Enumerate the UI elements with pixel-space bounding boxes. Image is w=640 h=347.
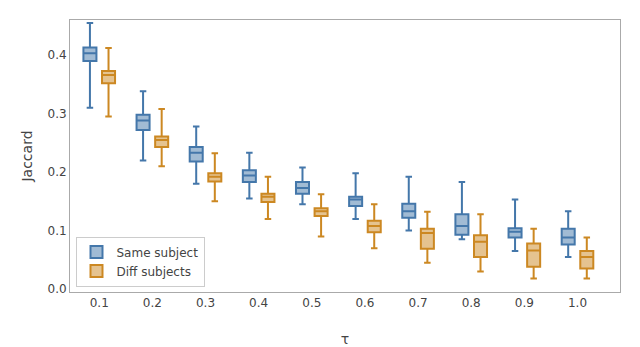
svg-text:0.3: 0.3 [48,107,67,121]
svg-text:0.0: 0.0 [48,282,67,296]
svg-text:0.7: 0.7 [409,296,428,310]
svg-text:0.9: 0.9 [515,296,534,310]
svg-text:0.1: 0.1 [48,224,67,238]
svg-text:Diff subjects: Diff subjects [117,265,191,279]
svg-text:Jaccard: Jaccard [19,130,35,182]
svg-text:0.6: 0.6 [355,296,374,310]
svg-text:Same subject: Same subject [117,246,199,260]
svg-text:0.8: 0.8 [462,296,481,310]
svg-text:0.1: 0.1 [90,296,109,310]
svg-text:0.3: 0.3 [196,296,215,310]
svg-text:1.0: 1.0 [568,296,587,310]
svg-text:0.2: 0.2 [48,165,67,179]
svg-text:0.2: 0.2 [143,296,162,310]
svg-text:0.4: 0.4 [48,48,67,62]
svg-text:0.5: 0.5 [302,296,321,310]
svg-text:τ: τ [341,331,349,347]
svg-text:0.4: 0.4 [249,296,268,310]
